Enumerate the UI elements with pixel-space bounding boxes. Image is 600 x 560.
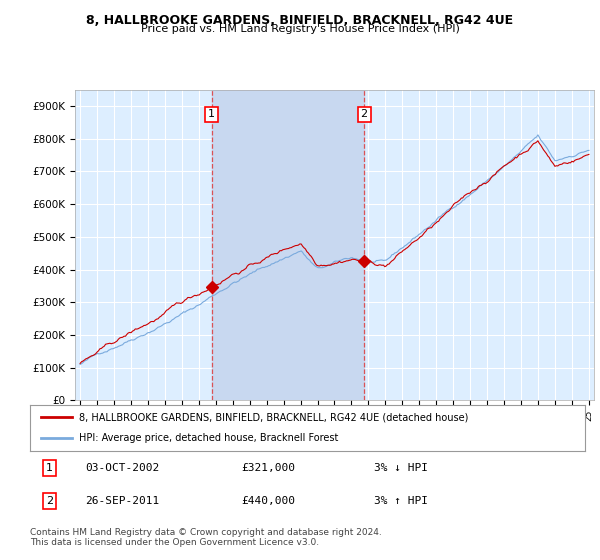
Text: Contains HM Land Registry data © Crown copyright and database right 2024.
This d: Contains HM Land Registry data © Crown c…: [30, 528, 382, 547]
Text: 1: 1: [208, 109, 215, 119]
Text: 03-OCT-2002: 03-OCT-2002: [86, 463, 160, 473]
Text: £440,000: £440,000: [241, 496, 295, 506]
Text: £321,000: £321,000: [241, 463, 295, 473]
Text: 1: 1: [46, 463, 53, 473]
Bar: [212, 90, 364, 400]
Text: 8, HALLBROOKE GARDENS, BINFIELD, BRACKNELL, RG42 4UE (detached house): 8, HALLBROOKE GARDENS, BINFIELD, BRACKNE…: [79, 412, 468, 422]
Text: HPI: Average price, detached house, Bracknell Forest: HPI: Average price, detached house, Brac…: [79, 433, 338, 444]
Text: 3% ↓ HPI: 3% ↓ HPI: [374, 463, 428, 473]
Text: 8, HALLBROOKE GARDENS, BINFIELD, BRACKNELL, RG42 4UE: 8, HALLBROOKE GARDENS, BINFIELD, BRACKNE…: [86, 14, 514, 27]
Text: Price paid vs. HM Land Registry's House Price Index (HPI): Price paid vs. HM Land Registry's House …: [140, 24, 460, 34]
Text: 3% ↑ HPI: 3% ↑ HPI: [374, 496, 428, 506]
Text: 26-SEP-2011: 26-SEP-2011: [86, 496, 160, 506]
Text: 2: 2: [46, 496, 53, 506]
Text: 2: 2: [361, 109, 368, 119]
